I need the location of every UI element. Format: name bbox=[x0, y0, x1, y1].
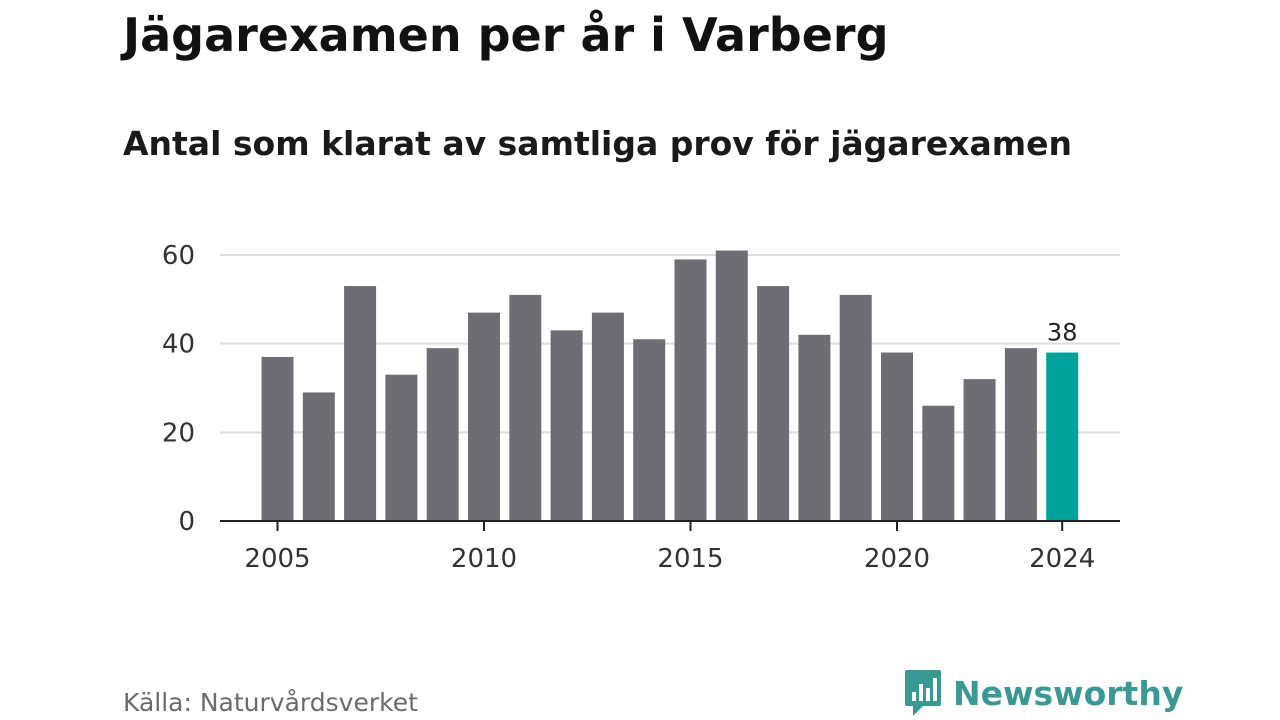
brand-logo[interactable]: Newsworthy bbox=[903, 668, 1183, 718]
bar bbox=[302, 392, 335, 521]
x-tick-label: 2010 bbox=[451, 544, 517, 574]
source-note: Källa: Naturvårdsverket bbox=[123, 688, 418, 717]
newsworthy-icon bbox=[905, 670, 941, 716]
bar bbox=[468, 312, 500, 521]
highlight-data-label: 38 bbox=[1047, 319, 1078, 347]
x-tick-label: 2015 bbox=[657, 544, 723, 574]
bar-chart: 0 20 40 60 2005 2010 2015 2020 2024 38 bbox=[162, 241, 1120, 574]
chart-subtitle: Antal som klarat av samtliga prov för jä… bbox=[123, 124, 1073, 163]
x-tick-label: 2005 bbox=[244, 544, 310, 574]
bar bbox=[633, 339, 666, 521]
bar bbox=[591, 312, 624, 521]
bar bbox=[1004, 348, 1037, 521]
bar bbox=[674, 259, 707, 521]
bar bbox=[963, 379, 996, 521]
brand-name: Newsworthy bbox=[953, 673, 1184, 713]
y-tick-label: 20 bbox=[162, 418, 195, 448]
bar bbox=[550, 330, 583, 521]
bar bbox=[798, 334, 831, 521]
bars bbox=[261, 250, 1079, 522]
bar bbox=[385, 374, 418, 521]
bar bbox=[757, 286, 790, 521]
bar bbox=[839, 294, 872, 521]
y-tick-label: 40 bbox=[162, 330, 195, 360]
bar bbox=[344, 286, 377, 521]
bar bbox=[922, 405, 955, 521]
x-tick-label: 2024 bbox=[1029, 544, 1095, 574]
bar bbox=[715, 250, 748, 522]
y-tick-label: 0 bbox=[178, 507, 195, 537]
bar bbox=[261, 356, 294, 521]
bar bbox=[426, 348, 459, 521]
bar bbox=[509, 294, 542, 521]
chart-title: Jägarexamen per år i Varberg bbox=[123, 8, 889, 62]
axes bbox=[220, 520, 1120, 531]
bar bbox=[881, 352, 913, 521]
x-tick-label: 2020 bbox=[864, 544, 930, 574]
bar bbox=[1046, 352, 1079, 521]
labels: 0 20 40 60 2005 2010 2015 2020 2024 38 bbox=[162, 241, 1095, 574]
y-tick-label: 60 bbox=[162, 241, 195, 271]
